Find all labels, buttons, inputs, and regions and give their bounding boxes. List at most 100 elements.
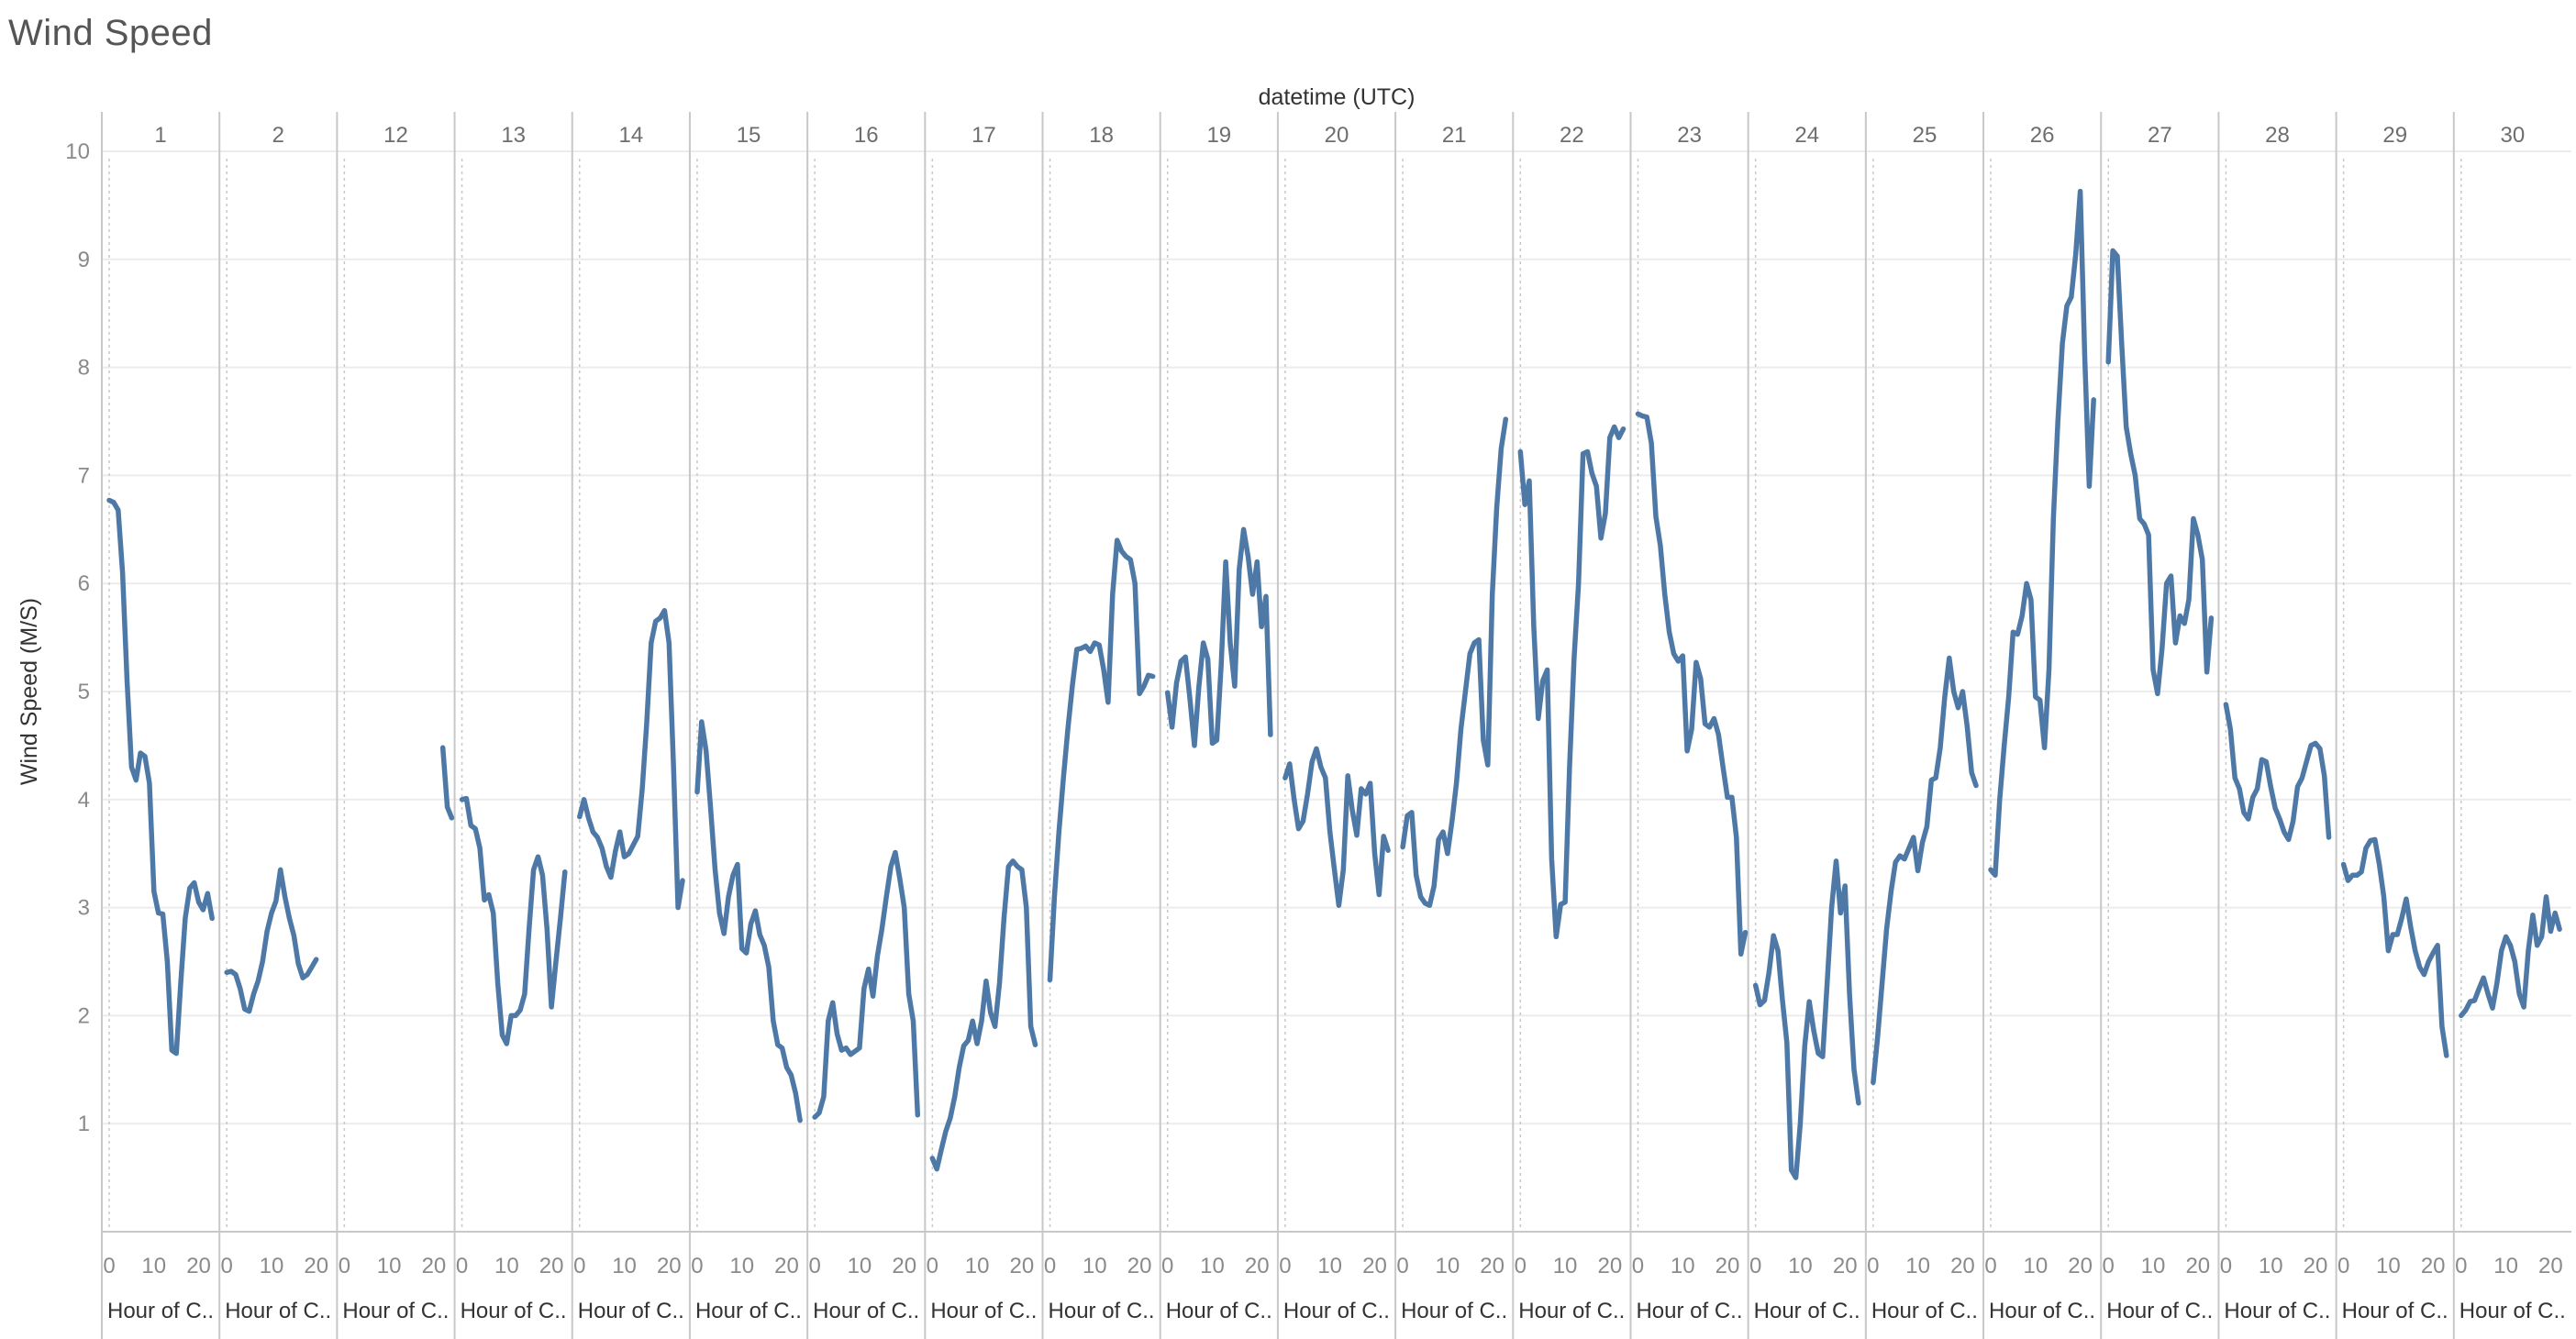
x-tick-label: 20 [1362, 1254, 1387, 1278]
y-tick-label: 1 [78, 1112, 90, 1136]
x-tick-label: 0 [221, 1254, 233, 1278]
x-tick-label: 20 [1480, 1254, 1505, 1278]
series-line-day-21 [1400, 416, 1509, 908]
x-tick-label: 0 [456, 1254, 468, 1278]
panel-header-day: 20 [1325, 123, 1349, 148]
series-line-day-19 [1164, 526, 1273, 748]
panel-header-day: 22 [1560, 123, 1584, 148]
x-tick-label: 10 [1200, 1254, 1225, 1278]
panel-header-day: 15 [737, 123, 761, 148]
x-tick-label: 10 [965, 1254, 990, 1278]
x-tick-label: 0 [691, 1254, 703, 1278]
x-axis-label: Hour of C.. [1636, 1299, 1742, 1323]
series-line-day-26 [1988, 188, 2096, 879]
series-line-day-13 [459, 795, 568, 1046]
series-line-day-16 [812, 849, 921, 1120]
x-tick-label: 0 [2455, 1254, 2467, 1278]
x-tick-label: 0 [927, 1254, 938, 1278]
x-tick-label: 20 [2538, 1254, 2563, 1278]
series-line-day-22 [1517, 424, 1627, 940]
y-tick-label: 3 [78, 896, 90, 921]
x-tick-label: 10 [141, 1254, 166, 1278]
x-axis-label: Hour of C.. [2106, 1299, 2213, 1323]
panel-header-day: 18 [1089, 123, 1114, 148]
x-tick-label: 0 [1515, 1254, 1527, 1278]
y-tick-label: 6 [78, 571, 90, 596]
series-line-day-25 [1871, 655, 1979, 1086]
x-tick-label: 10 [2259, 1254, 2283, 1278]
panel-header-day: 29 [2382, 123, 2407, 148]
x-tick-label: 20 [304, 1254, 328, 1278]
x-tick-label: 20 [892, 1254, 916, 1278]
x-tick-label: 10 [1788, 1254, 1813, 1278]
x-axis-label: Hour of C.. [1283, 1299, 1390, 1323]
x-tick-label: 0 [1161, 1254, 1173, 1278]
x-tick-label: 10 [1083, 1254, 1107, 1278]
series-lines [106, 188, 2562, 1180]
x-axis-label: Hour of C.. [1401, 1299, 1507, 1323]
x-tick-label: 20 [1010, 1254, 1035, 1278]
y-tick-label: 8 [78, 356, 90, 381]
gridlines [102, 150, 2571, 1125]
x-tick-label: 10 [494, 1254, 519, 1278]
x-tick-label: 10 [260, 1254, 284, 1278]
x-tick-label: 0 [2337, 1254, 2349, 1278]
panel-header-day: 24 [1794, 123, 1819, 148]
y-tick-label: 4 [78, 788, 90, 813]
panel-header-day: 1 [154, 123, 166, 148]
x-axis-label: Hour of C.. [1871, 1299, 1978, 1323]
x-tick-label: 0 [573, 1254, 585, 1278]
x-tick-label: 0 [1279, 1254, 1291, 1278]
x-tick-label: 20 [1715, 1254, 1740, 1278]
x-tick-label: 20 [2421, 1254, 2446, 1278]
panel-header-day: 30 [2501, 123, 2526, 148]
x-axis-label: Hour of C.. [461, 1299, 567, 1323]
series-line-day-28 [2223, 702, 2332, 843]
x-tick-label: 0 [339, 1254, 350, 1278]
x-tick-label: 10 [612, 1254, 637, 1278]
x-tick-label: 20 [1833, 1254, 1858, 1278]
panel-header-day: 21 [1442, 123, 1467, 148]
series-line-day-20 [1282, 746, 1391, 908]
x-axis-label: Hour of C.. [930, 1299, 1037, 1323]
panel-header-day: 25 [1913, 123, 1938, 148]
x-tick-label: 0 [2103, 1254, 2115, 1278]
x-axis-label: Hour of C.. [578, 1299, 684, 1323]
series-line-day-30 [2459, 894, 2562, 1019]
x-axis-label: Hour of C.. [107, 1299, 214, 1323]
y-tick-label: 5 [78, 680, 90, 704]
series-line-day-18 [1047, 537, 1156, 983]
series-line-day-15 [694, 719, 803, 1123]
panel-header-day: 17 [972, 123, 996, 148]
panel-header-day: 14 [619, 123, 644, 148]
x-tick-label: 10 [2493, 1254, 2518, 1278]
x-tick-label: 0 [1867, 1254, 1879, 1278]
x-tick-label: 20 [1950, 1254, 1975, 1278]
x-axis-label: Hour of C.. [2459, 1299, 2566, 1323]
x-tick-label: 10 [2141, 1254, 2166, 1278]
x-tick-label: 10 [1317, 1254, 1342, 1278]
x-tick-label: 10 [377, 1254, 402, 1278]
x-tick-label: 0 [1044, 1254, 1056, 1278]
chart-title: Wind Speed [8, 13, 213, 53]
series-line-day-27 [2105, 248, 2215, 697]
x-tick-label: 20 [1597, 1254, 1622, 1278]
x-axis-label: Hour of C.. [813, 1299, 919, 1323]
x-tick-label: 20 [1245, 1254, 1270, 1278]
x-axis-label: Hour of C.. [2342, 1299, 2448, 1323]
y-tick-label: 7 [78, 463, 90, 488]
x-tick-label: 20 [2304, 1254, 2328, 1278]
series-line-day-12 [439, 745, 455, 821]
series-line-day-17 [929, 858, 1038, 1172]
x-tick-label: 0 [808, 1254, 820, 1278]
x-tick-label: 10 [1905, 1254, 1930, 1278]
x-tick-label: 0 [1396, 1254, 1408, 1278]
panel-header-day: 16 [854, 123, 879, 148]
y-tick-label: 2 [78, 1003, 90, 1028]
panel-frame [101, 112, 2571, 1339]
x-tick-label: 10 [2023, 1254, 2048, 1278]
series-line-day-24 [1752, 858, 1861, 1180]
x-axis-label: Hour of C.. [1518, 1299, 1625, 1323]
x-tick-label: 10 [1436, 1254, 1460, 1278]
